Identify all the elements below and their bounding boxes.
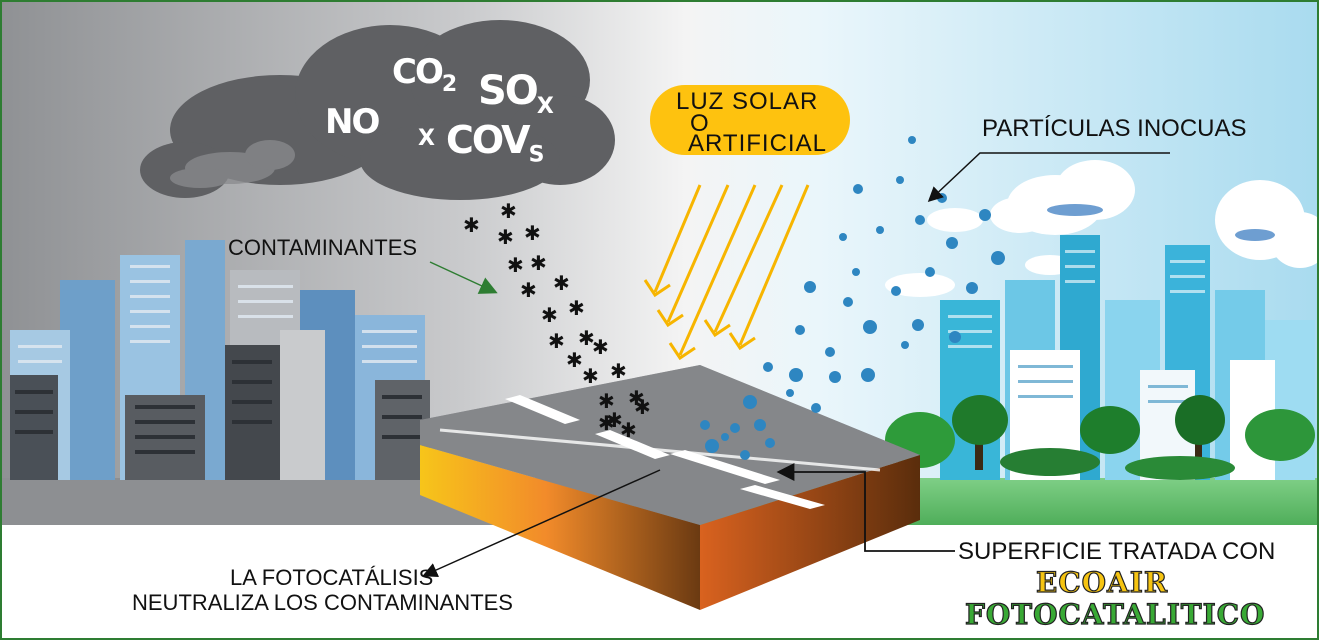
- innocuous-particle: [740, 450, 750, 460]
- pollutant-particle: ✱: [524, 221, 541, 245]
- innocuous-particle: [852, 268, 860, 276]
- pollutant-particle: ✱: [606, 408, 623, 432]
- contaminantes-arrow: [429, 261, 498, 294]
- innocuous-particle: [804, 281, 816, 293]
- pollutant-particle: ✱: [463, 213, 480, 237]
- pollutant-particle: ✱: [578, 326, 595, 350]
- innocuous-particle: [705, 439, 719, 453]
- innocuous-particle: [925, 267, 935, 277]
- innocuous-particle: [901, 341, 909, 349]
- innocuous-particle: [721, 433, 729, 441]
- particulas-label: PARTÍCULAS INOCUAS: [982, 115, 1247, 142]
- light-source-pill: [650, 85, 850, 155]
- pollutant-particle: ✱: [497, 225, 514, 249]
- innocuous-particle: [861, 368, 875, 382]
- brand-fotocatalitico: FOTOCATALITICO: [964, 597, 1266, 631]
- pollutant-particles: ✱✱✱ ✱✱ ✱✱ ✱✱ ✱✱ ✱✱✱✱ ✱✱ ✱✱✱✱ ✱: [463, 199, 651, 442]
- innocuous-particle: [789, 368, 803, 382]
- innocuous-particle: [853, 184, 863, 194]
- innocuous-particle: [743, 395, 757, 409]
- pollutant-particle: ✱: [634, 395, 651, 419]
- pollutant-particle: ✱: [507, 253, 524, 277]
- innocuous-particles: [700, 136, 1005, 460]
- superficie-label: SUPERFICIE TRATADA CON: [958, 538, 1276, 565]
- superficie-arrow: [776, 463, 955, 552]
- innocuous-particle: [876, 226, 884, 234]
- innocuous-particle: [891, 286, 901, 296]
- pollutant-particle: ✱: [500, 199, 517, 223]
- covs-formula: COVS: [446, 118, 545, 168]
- innocuous-particle: [786, 389, 794, 397]
- fotocatalisis-label-line1: LA FOTOCATÁLISIS: [230, 565, 434, 590]
- innocuous-particle: [843, 297, 853, 307]
- innocuous-particle: [829, 371, 841, 383]
- innocuous-particle: [795, 325, 805, 335]
- innocuous-particle: [991, 251, 1005, 265]
- innocuous-particle: [825, 347, 835, 357]
- innocuous-particle: [811, 403, 821, 413]
- no-formula: NO: [325, 102, 380, 142]
- x-subscript: X: [418, 126, 435, 151]
- pollutant-particle: ✱: [520, 278, 537, 302]
- innocuous-particle: [908, 136, 916, 144]
- sox-formula: SOX: [478, 68, 554, 119]
- innocuous-particle: [946, 237, 958, 249]
- polluted-city: [10, 240, 430, 480]
- fotocatalisis-label-line2: NEUTRALIZA LOS CONTAMINANTES: [132, 590, 513, 615]
- pollutant-particle: ✱: [610, 359, 627, 383]
- pollutant-particle: ✱: [582, 364, 599, 388]
- pollutant-particle: ✱: [530, 251, 547, 275]
- clean-clouds: [885, 160, 1319, 297]
- pollutant-particle: ✱: [598, 411, 615, 435]
- pollutant-particle: ✱: [548, 329, 565, 353]
- innocuous-particle: [912, 319, 924, 331]
- pollutant-particle: ✱: [620, 418, 637, 442]
- innocuous-particle: [863, 320, 877, 334]
- pollutant-particle: ✱: [592, 335, 609, 359]
- brand-ecoair: ECOAIR: [1035, 565, 1169, 599]
- innocuous-particle: [966, 282, 978, 294]
- particulas-arrow: [927, 152, 1170, 203]
- pollutant-particle: ✱: [566, 348, 583, 372]
- light-label-line3: ARTIFICIAL: [688, 130, 827, 157]
- contaminantes-label: CONTAMINANTES: [228, 235, 418, 260]
- innocuous-particle: [937, 193, 947, 203]
- innocuous-particle: [949, 331, 961, 343]
- pollutant-particle: ✱: [598, 389, 615, 413]
- treated-road-slab: [420, 365, 920, 610]
- innocuous-particle: [730, 423, 740, 433]
- pollutant-particle: ✱: [568, 296, 585, 320]
- innocuous-particle: [700, 420, 710, 430]
- innocuous-particle: [839, 233, 847, 241]
- innocuous-particle: [915, 215, 925, 225]
- innocuous-particle: [754, 419, 766, 431]
- pollutant-particle: ✱: [553, 271, 570, 295]
- fotocatalisis-arrow: [422, 469, 661, 577]
- innocuous-particle: [763, 362, 773, 372]
- pollutant-particle: ✱: [541, 303, 558, 327]
- innocuous-particle: [896, 176, 904, 184]
- light-label-line1: LUZ SOLAR: [676, 88, 819, 115]
- co2-formula: CO2: [392, 52, 458, 97]
- light-label-line2: O: [690, 110, 709, 137]
- innocuous-particle: [765, 438, 775, 448]
- innocuous-particle: [979, 209, 991, 221]
- pollutant-particle: ✱: [628, 386, 645, 410]
- light-rays: [653, 184, 810, 356]
